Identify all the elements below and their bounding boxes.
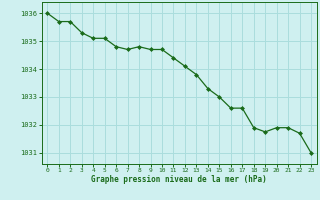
- X-axis label: Graphe pression niveau de la mer (hPa): Graphe pression niveau de la mer (hPa): [91, 175, 267, 184]
